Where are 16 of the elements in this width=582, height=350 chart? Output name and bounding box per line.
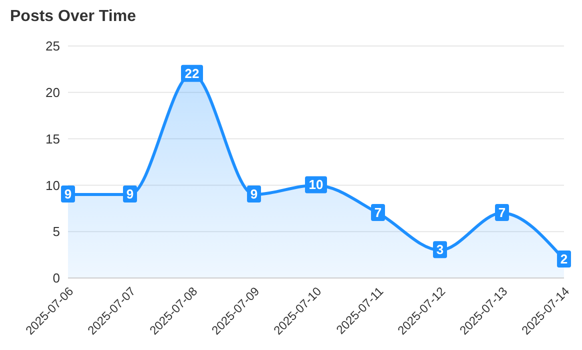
y-tick-label: 25 [46, 38, 60, 54]
data-label: 9 [64, 186, 72, 202]
y-tick-label: 0 [52, 270, 60, 286]
data-label: 9 [250, 186, 258, 202]
y-tick-label: 20 [46, 85, 60, 100]
chart-title: Posts Over Time [9, 8, 137, 27]
data-label: 9 [126, 186, 134, 202]
y-tick-label: 10 [46, 178, 60, 193]
y-tick-label: 5 [52, 224, 60, 240]
data-label: 7 [498, 205, 506, 220]
data-label: 7 [374, 205, 382, 220]
data-label: 10 [308, 177, 324, 192]
data-label: 2 [560, 251, 568, 266]
data-label: 22 [184, 66, 200, 81]
y-tick-label: 15 [46, 131, 60, 146]
data-label: 3 [436, 242, 444, 258]
